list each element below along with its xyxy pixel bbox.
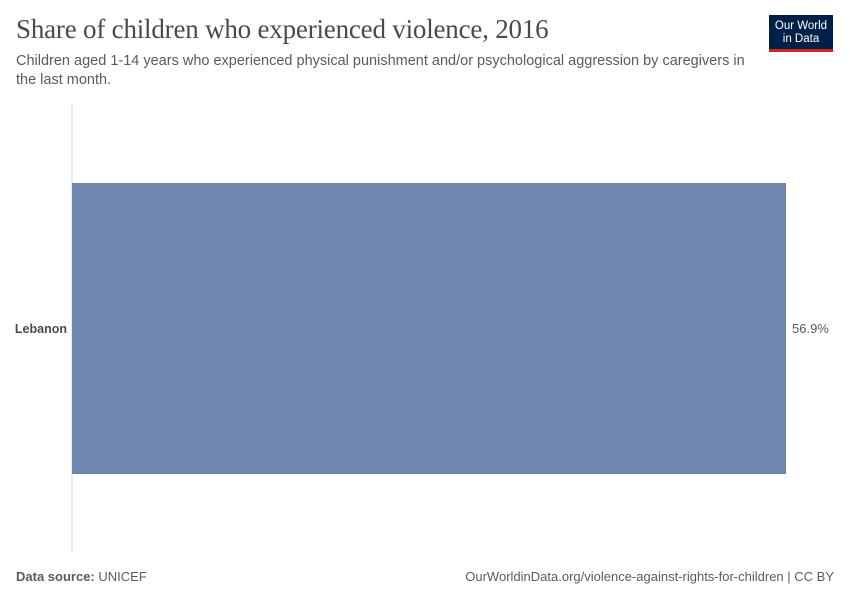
source-url-license[interactable]: OurWorldinData.org/violence-against-righ… (465, 569, 834, 584)
logo-line-1: Our World (774, 20, 828, 32)
owid-logo[interactable]: Our World in Data (769, 15, 833, 52)
chart-subtitle: Children aged 1-14 years who experienced… (16, 53, 745, 88)
data-source-label: Data source: (16, 569, 95, 584)
value-label: 56.9% (792, 321, 829, 336)
category-label: Lebanon (15, 322, 67, 336)
logo-line-2: in Data (782, 32, 820, 45)
data-source-value: UNICEF (98, 569, 147, 584)
data-source[interactable]: Data source: UNICEF (16, 569, 147, 584)
chart-title: Share of children who experienced violen… (16, 14, 549, 44)
bar-chart: Lebanon 56.9% (15, 104, 829, 551)
bar-lebanon[interactable] (72, 183, 786, 474)
